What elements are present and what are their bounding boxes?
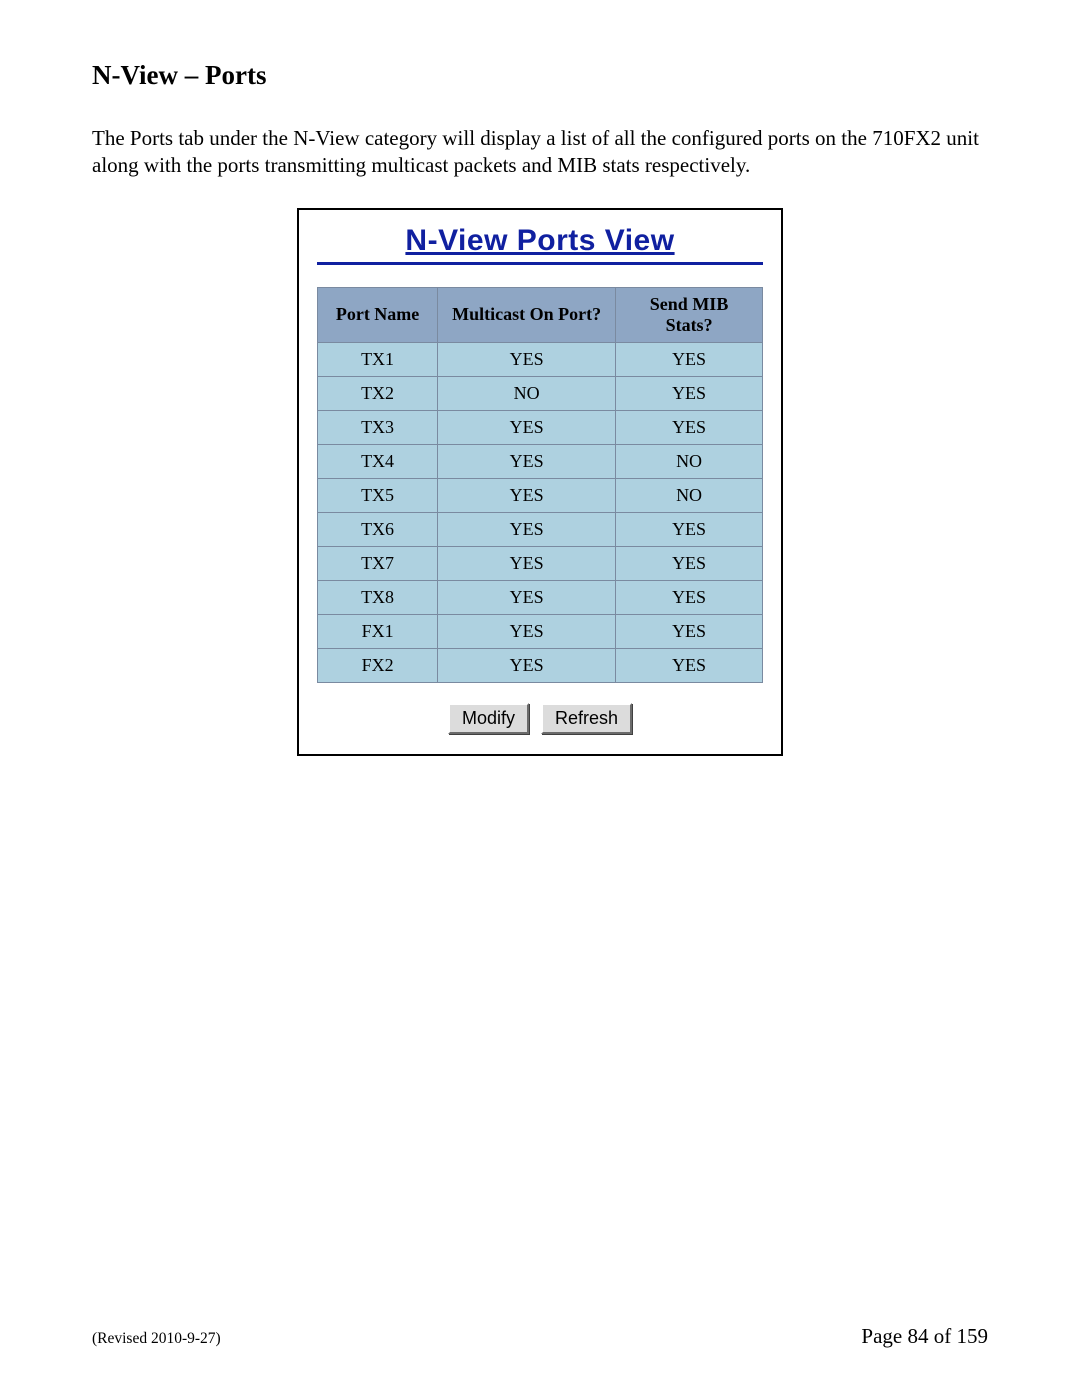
document-page: N-View – Ports The Ports tab under the N… [0,0,1080,1397]
refresh-button[interactable]: Refresh [541,703,632,734]
table-cell: YES [616,580,763,614]
table-cell: TX7 [318,546,438,580]
table-row: TX1YESYES [318,342,763,376]
table-cell: YES [616,342,763,376]
table-cell: NO [616,444,763,478]
footer-revised: (Revised 2010-9-27) [92,1330,221,1348]
table-cell: TX1 [318,342,438,376]
table-cell: YES [616,546,763,580]
page-footer: (Revised 2010-9-27) Page 84 of 159 [92,1324,988,1349]
table-cell: YES [438,512,616,546]
table-cell: TX6 [318,512,438,546]
ports-table: Port Name Multicast On Port? Send MIB St… [317,287,763,683]
table-cell: YES [438,580,616,614]
table-row: TX7YESYES [318,546,763,580]
table-cell: YES [616,648,763,682]
col-header-port-name: Port Name [318,287,438,342]
table-row: TX4YESNO [318,444,763,478]
col-header-multicast: Multicast On Port? [438,287,616,342]
table-cell: TX8 [318,580,438,614]
footer-page-number: Page 84 of 159 [861,1324,988,1349]
table-cell: YES [438,478,616,512]
nview-ports-panel: N-View Ports View Port Name Multicast On… [297,208,783,756]
table-cell: NO [616,478,763,512]
panel-title-bar: N-View Ports View [317,220,763,265]
table-row: FX2YESYES [318,648,763,682]
table-cell: NO [438,376,616,410]
table-cell: YES [438,444,616,478]
col-header-mib-stats: Send MIB Stats? [616,287,763,342]
table-header-row: Port Name Multicast On Port? Send MIB St… [318,287,763,342]
intro-paragraph: The Ports tab under the N-View category … [92,125,988,180]
table-cell: YES [438,648,616,682]
table-cell: FX1 [318,614,438,648]
table-row: TX5YESNO [318,478,763,512]
table-row: TX2NOYES [318,376,763,410]
table-row: TX6YESYES [318,512,763,546]
table-cell: YES [438,614,616,648]
table-row: TX8YESYES [318,580,763,614]
panel-container: N-View Ports View Port Name Multicast On… [92,208,988,756]
modify-button[interactable]: Modify [448,703,529,734]
table-cell: YES [438,342,616,376]
table-cell: YES [616,376,763,410]
table-cell: TX5 [318,478,438,512]
panel-title: N-View Ports View [405,224,674,257]
table-cell: TX4 [318,444,438,478]
table-row: TX3YESYES [318,410,763,444]
section-heading: N-View – Ports [92,60,988,91]
button-row: Modify Refresh [317,703,763,734]
table-cell: FX2 [318,648,438,682]
ports-table-head: Port Name Multicast On Port? Send MIB St… [318,287,763,342]
table-cell: TX3 [318,410,438,444]
table-cell: YES [616,512,763,546]
table-cell: YES [616,614,763,648]
table-cell: YES [438,546,616,580]
table-cell: YES [616,410,763,444]
table-cell: YES [438,410,616,444]
table-cell: TX2 [318,376,438,410]
table-row: FX1YESYES [318,614,763,648]
ports-table-body: TX1YESYESTX2NOYESTX3YESYESTX4YESNOTX5YES… [318,342,763,682]
